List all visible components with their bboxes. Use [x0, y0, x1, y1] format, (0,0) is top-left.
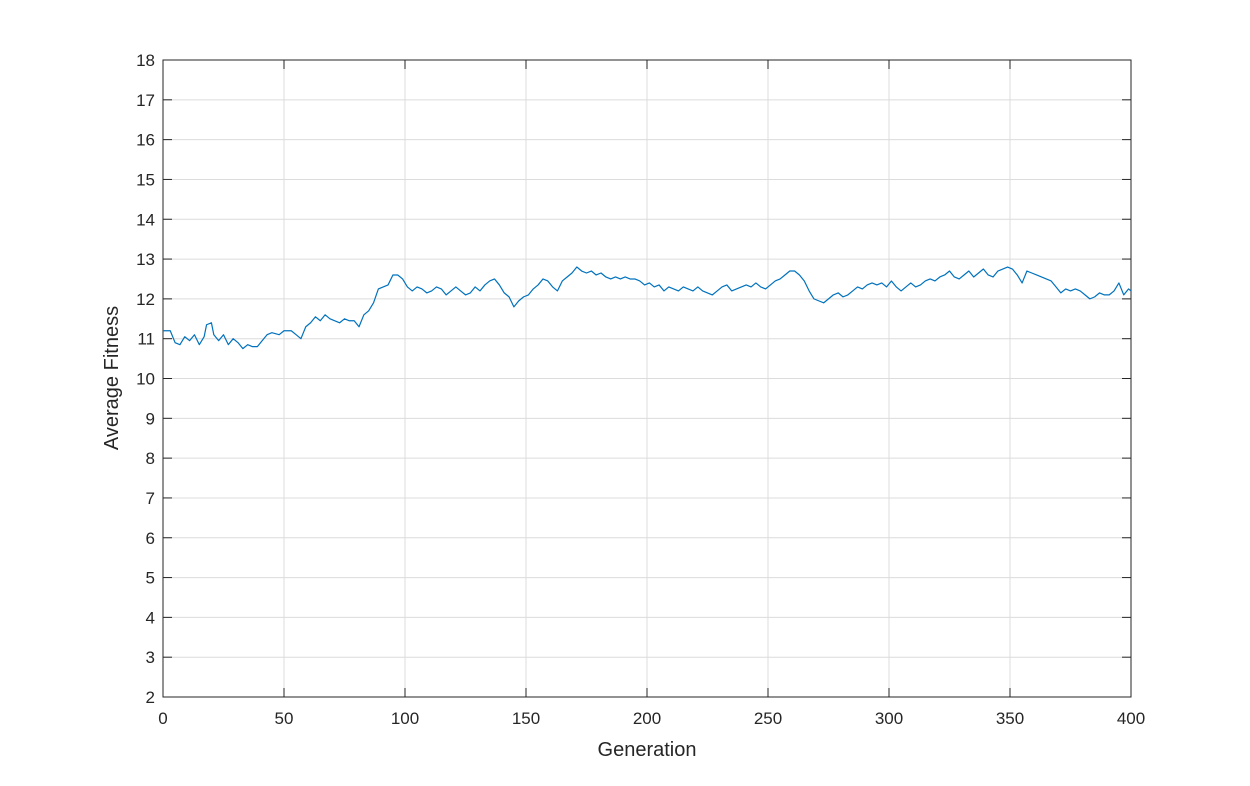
- y-tick-label: 9: [146, 409, 155, 428]
- y-axis-label: Average Fitness: [101, 306, 123, 450]
- y-tick-label: 11: [137, 330, 155, 349]
- x-tick-label: 150: [512, 709, 540, 728]
- series-line: [163, 266, 1132, 350]
- x-tick-label: 50: [275, 709, 294, 728]
- x-tick-label: 400: [1117, 709, 1145, 728]
- y-tick-label: 8: [146, 449, 155, 468]
- x-tick-label: 300: [875, 709, 903, 728]
- x-axis-label: Generation: [598, 739, 697, 761]
- y-tick-label: 2: [146, 688, 155, 707]
- y-tick-label: 6: [146, 529, 155, 548]
- y-tick-label: 13: [136, 250, 155, 269]
- x-tick-label: 200: [633, 709, 661, 728]
- y-tick-label: 5: [146, 569, 155, 588]
- y-tick-label: 10: [136, 370, 155, 389]
- y-tick-label: 3: [146, 648, 155, 667]
- x-tick-label: 0: [158, 709, 167, 728]
- y-tick-label: 7: [146, 489, 155, 508]
- y-tick-label: 12: [136, 290, 155, 309]
- tick-layer: 0 50 100 150 200 250 300 350 400 2 3 4 5 6 7 8 9 10 11 12 13…: [136, 51, 1145, 728]
- x-tick-label: 100: [391, 709, 419, 728]
- x-tick-label: 350: [996, 709, 1024, 728]
- y-tick-label: 14: [136, 210, 155, 229]
- x-tick-label: 250: [754, 709, 782, 728]
- y-tick-label: 4: [146, 608, 155, 627]
- y-tick-label: 15: [136, 170, 155, 189]
- y-tick-label: 18: [136, 51, 155, 70]
- series-layer: [163, 266, 1132, 350]
- y-tick-label: 16: [136, 131, 155, 150]
- grid-layer: [162, 59, 1132, 698]
- y-tick-label: 17: [136, 91, 155, 110]
